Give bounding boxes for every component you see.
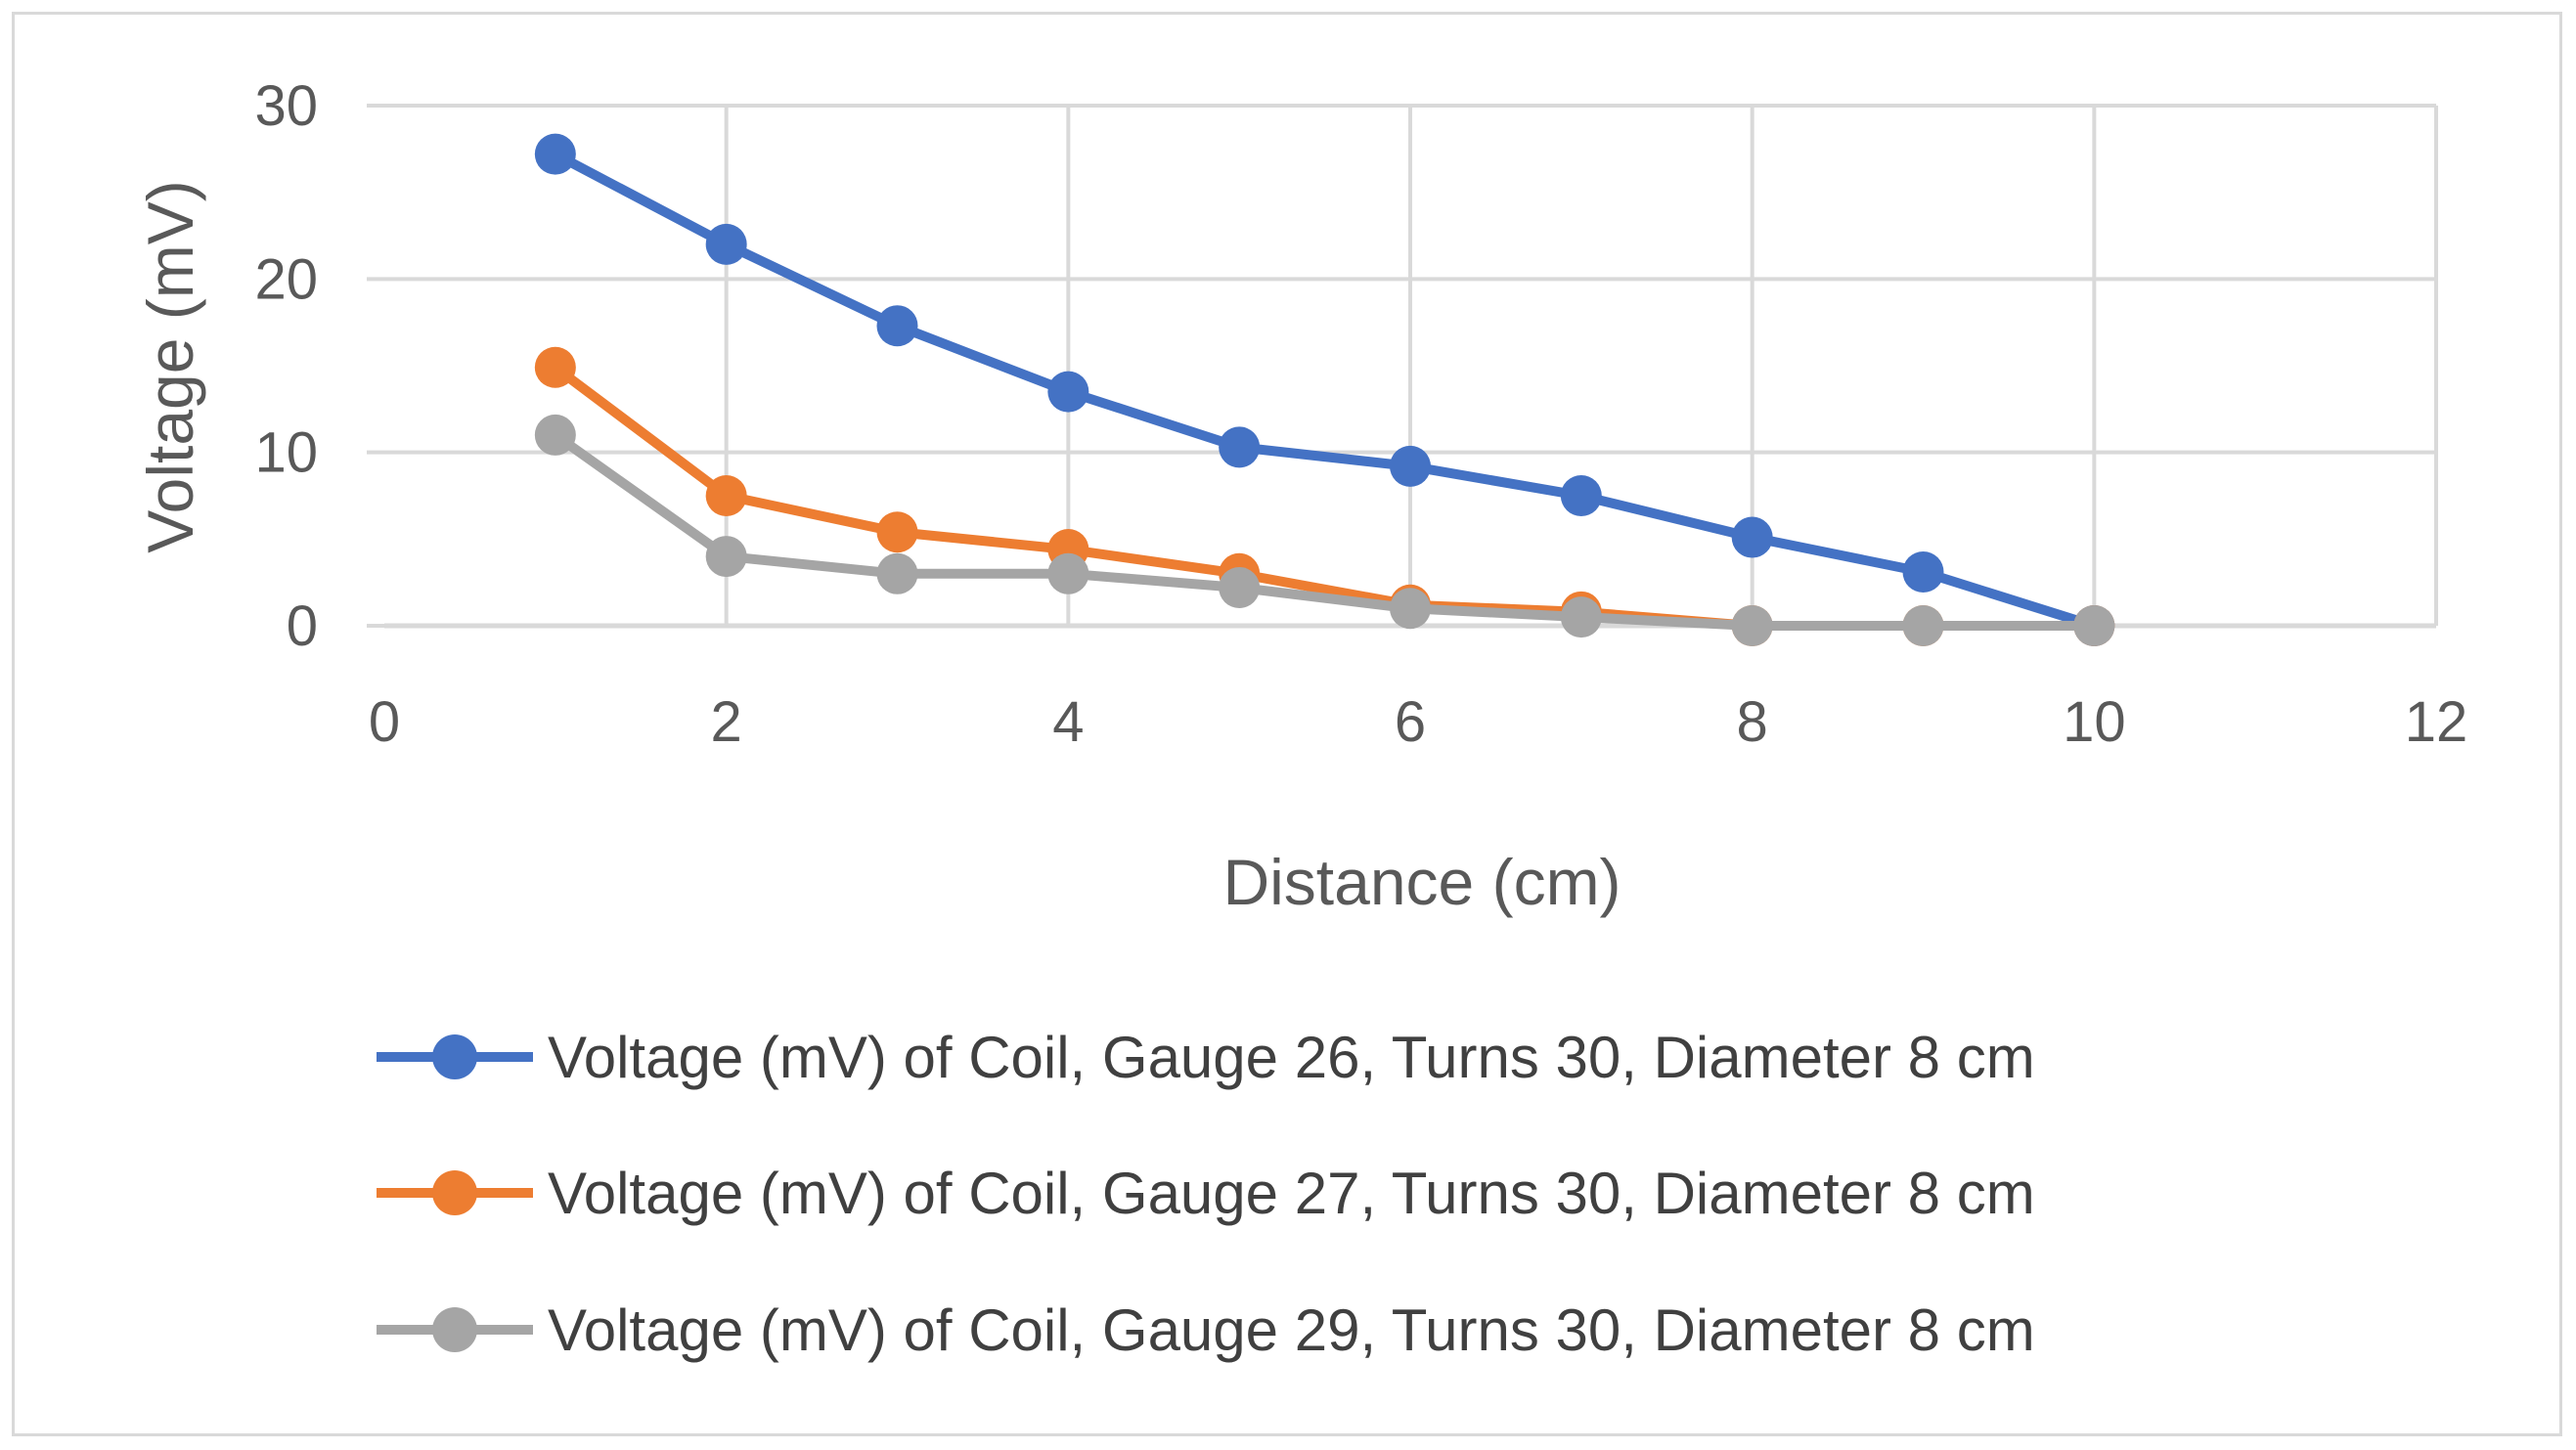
x-tick-label: 6 <box>1395 690 1426 754</box>
series-group <box>534 414 2115 646</box>
x-tick-label: 0 <box>369 690 400 754</box>
legend-marker <box>432 1034 477 1079</box>
x-tick-label: 12 <box>2405 690 2468 754</box>
data-point <box>534 133 576 175</box>
data-point <box>1047 552 1089 594</box>
legend-entry: Voltage (mV) of Coil, Gauge 29, Turns 30… <box>377 1297 2035 1363</box>
data-point <box>1731 605 1773 646</box>
legend-entry: Voltage (mV) of Coil, Gauge 27, Turns 30… <box>377 1161 2035 1226</box>
x-tick-label: 8 <box>1737 690 1768 754</box>
y-tick-label: 10 <box>254 421 318 485</box>
data-point <box>1731 516 1773 558</box>
data-point <box>1902 605 1944 646</box>
legend-entry: Voltage (mV) of Coil, Gauge 26, Turns 30… <box>377 1025 2035 1090</box>
series-line <box>550 149 2100 631</box>
legend-label: Voltage (mV) of Coil, Gauge 29, Turns 30… <box>548 1297 2035 1363</box>
data-point <box>1390 588 1431 630</box>
x-tick-label: 10 <box>2063 690 2126 754</box>
data-point <box>1219 566 1261 608</box>
data-point <box>1560 596 1602 638</box>
data-point <box>534 346 576 388</box>
x-tick-label: 4 <box>1052 690 1084 754</box>
legend-marker <box>432 1307 477 1352</box>
data-point <box>534 414 576 456</box>
data-point <box>705 475 747 516</box>
legend: Voltage (mV) of Coil, Gauge 26, Turns 30… <box>377 1025 2035 1363</box>
legend-marker <box>432 1170 477 1215</box>
data-point <box>1047 371 1089 413</box>
grid-layer <box>384 104 2438 626</box>
data-point <box>876 552 918 594</box>
legend-label: Voltage (mV) of Coil, Gauge 27, Turns 30… <box>548 1161 2035 1226</box>
y-axis-title: Voltage (mV) <box>134 180 206 553</box>
data-point <box>1902 551 1944 593</box>
legend-label: Voltage (mV) of Coil, Gauge 26, Turns 30… <box>548 1025 2035 1090</box>
data-point <box>876 511 918 553</box>
axis-layer: 0 2 4 6 8 10 12 0 10 20 30 <box>254 74 2467 754</box>
x-axis-title: Distance (cm) <box>1222 846 1621 918</box>
x-tick-label: 2 <box>711 690 742 754</box>
series-line <box>550 362 2100 631</box>
data-point <box>705 223 747 265</box>
data-point <box>1560 475 1602 516</box>
series-group <box>534 133 2115 646</box>
y-tick-label: 0 <box>287 594 318 658</box>
data-point <box>2073 605 2115 646</box>
data-point <box>705 536 747 578</box>
data-point <box>1390 445 1431 487</box>
y-tick-label: 20 <box>254 247 318 311</box>
y-tick-label: 30 <box>254 74 318 138</box>
series-layer <box>534 133 2115 646</box>
series-line <box>550 429 2100 631</box>
data-point <box>1219 426 1261 468</box>
data-point <box>876 305 918 347</box>
